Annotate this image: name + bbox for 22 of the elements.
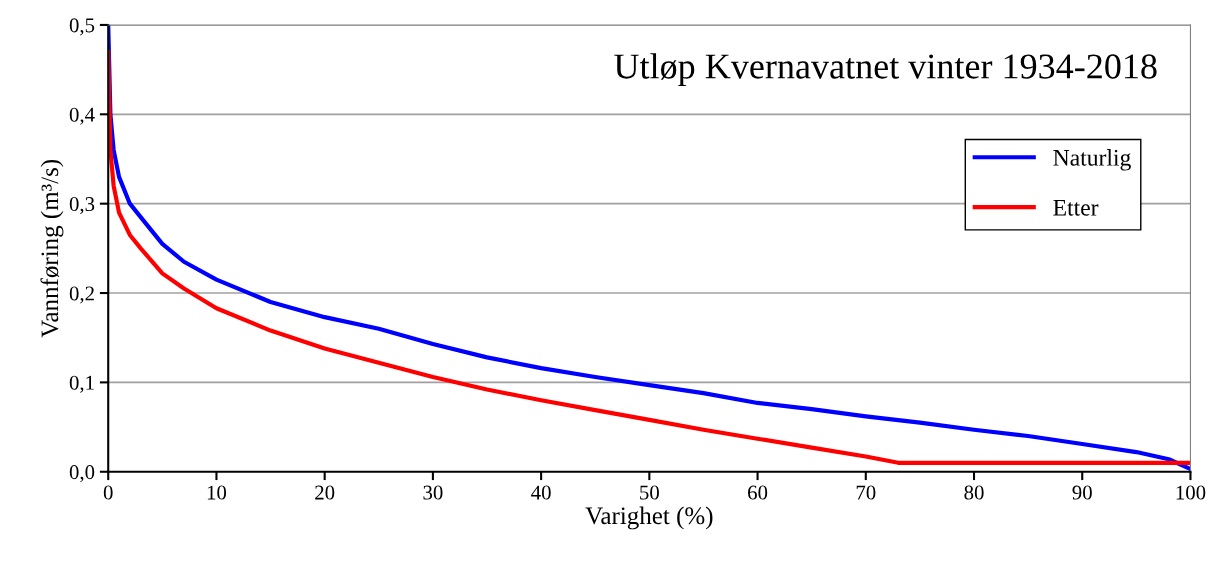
legend-label: Etter <box>1053 199 1099 216</box>
y-tick-label: 0,3 <box>69 197 95 215</box>
legend-label: Naturlig <box>1053 149 1131 171</box>
x-tick-label: 80 <box>964 485 984 500</box>
x-tick-label: 60 <box>748 485 768 500</box>
x-tick-label: 70 <box>856 485 876 500</box>
x-tick-label: 20 <box>315 485 335 500</box>
x-axis-title: Varighet (%) <box>585 506 713 530</box>
x-tick-label: 30 <box>423 485 443 500</box>
y-tick-label: 0,2 <box>69 286 94 304</box>
text: Utløp Kvernavatnet vinter 1934-2018 <box>614 53 1157 86</box>
y-tick-label: 0,5 <box>69 18 95 36</box>
x-tick-label: 90 <box>1072 485 1092 500</box>
x-tick-label: 40 <box>531 485 551 500</box>
x-tick-label: 0 <box>103 485 113 500</box>
y-tick-label: 0,1 <box>69 375 94 393</box>
x-tick-label: 50 <box>640 485 659 500</box>
y-tick-label: 0,0 <box>69 465 95 483</box>
y-axis-title: Vannføring (m³/s) <box>40 159 64 338</box>
x-tick-label: 10 <box>207 485 227 500</box>
y-tick-label: 0,4 <box>69 107 95 125</box>
x-tick-label: 100 <box>1176 485 1206 500</box>
